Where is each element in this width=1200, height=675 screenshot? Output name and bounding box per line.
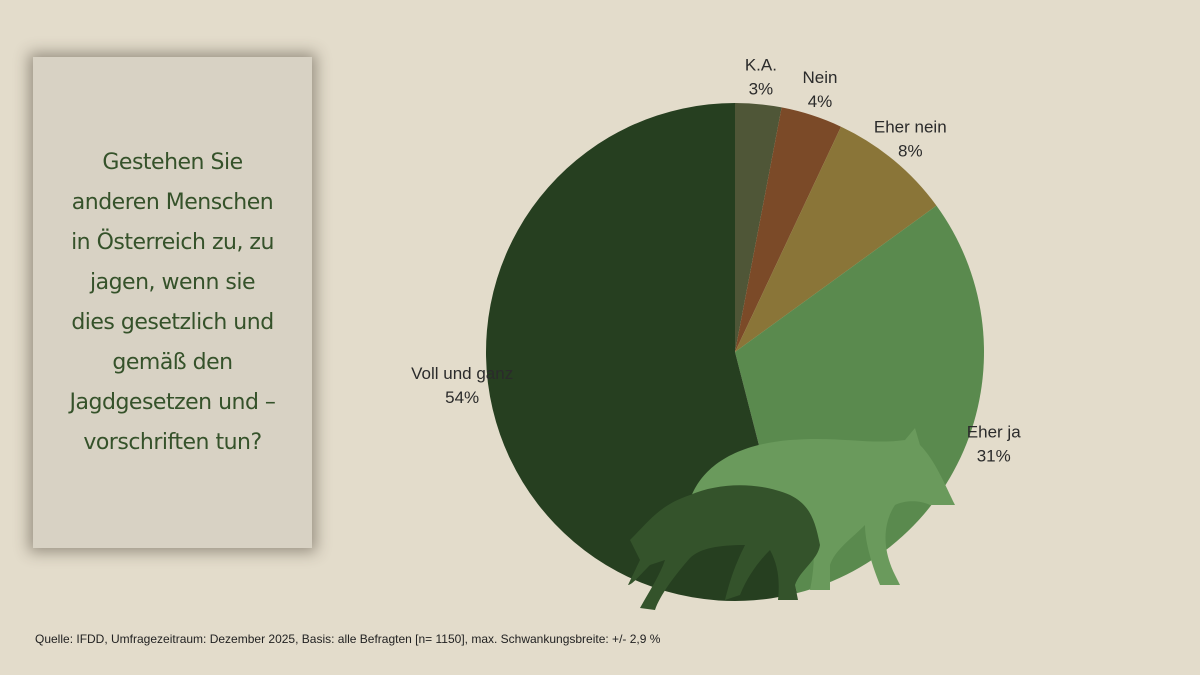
value-label: 31% xyxy=(977,447,1011,466)
category-label: Nein xyxy=(802,68,837,87)
wolf-silhouette xyxy=(690,428,955,590)
value-label: 54% xyxy=(445,388,479,407)
value-label: 4% xyxy=(808,92,833,111)
question-box: Gestehen Sie anderen Menschen in Österre… xyxy=(33,57,312,548)
category-label: K.A. xyxy=(745,56,777,75)
pie-slice xyxy=(735,126,937,353)
labels: K.A. 3% Nein 4% Eher nein 8% Eher ja 31% Voll un… xyxy=(411,56,1021,466)
question-text: Gestehen Sie anderen Menschen in Österre… xyxy=(69,149,276,455)
wolf-silhouettes xyxy=(628,428,955,610)
category-label: Eher nein xyxy=(874,118,947,137)
category-label: Voll und ganz xyxy=(411,364,513,383)
category-label: Eher ja xyxy=(967,423,1021,442)
source-note: Quelle: IFDD, Umfragezeitraum: Dezember … xyxy=(35,632,661,646)
wolf-silhouette xyxy=(628,485,820,610)
pie-slice xyxy=(735,103,782,352)
value-label: 8% xyxy=(898,142,923,161)
value-label: 3% xyxy=(749,80,774,99)
pie-slice xyxy=(735,107,842,352)
